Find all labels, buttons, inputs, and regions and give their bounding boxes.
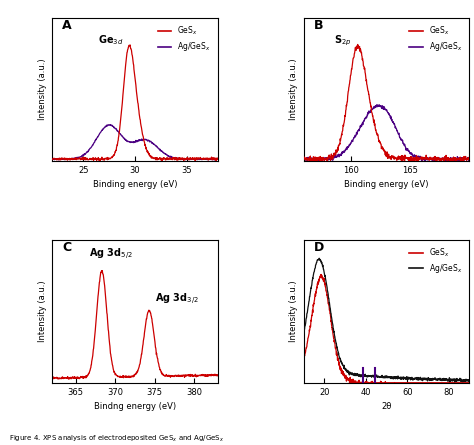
X-axis label: Binding energy (eV): Binding energy (eV)	[92, 180, 177, 189]
Y-axis label: Intensity (a.u.): Intensity (a.u.)	[37, 280, 46, 342]
Legend: GeS$_x$, Ag/GeS$_x$: GeS$_x$, Ag/GeS$_x$	[155, 22, 214, 56]
Text: Ge$_{3d}$: Ge$_{3d}$	[99, 33, 124, 47]
Text: D: D	[314, 241, 324, 254]
Legend: GeS$_x$, Ag/GeS$_x$: GeS$_x$, Ag/GeS$_x$	[406, 243, 465, 278]
Text: S$_{2p}$: S$_{2p}$	[334, 34, 351, 49]
Text: Figure 4. XPS analysis of electrodeposited GeS$_x$ and Ag/GeS$_x$: Figure 4. XPS analysis of electrodeposit…	[9, 433, 225, 444]
Text: B: B	[314, 19, 323, 32]
Y-axis label: Intensity (a.u.): Intensity (a.u.)	[289, 280, 298, 342]
Text: Ag 3d$_{3/2}$: Ag 3d$_{3/2}$	[155, 292, 199, 307]
Text: A: A	[62, 19, 72, 32]
Legend: GeS$_x$, Ag/GeS$_x$: GeS$_x$, Ag/GeS$_x$	[406, 22, 465, 56]
Text: Ag 3d$_{5/2}$: Ag 3d$_{5/2}$	[89, 247, 132, 262]
X-axis label: Binding energy (eV): Binding energy (eV)	[344, 180, 429, 189]
X-axis label: 2θ: 2θ	[381, 402, 392, 411]
X-axis label: Bindng energy (eV): Bindng energy (eV)	[94, 402, 176, 411]
Text: C: C	[62, 241, 71, 254]
Y-axis label: Intensity (a.u.): Intensity (a.u.)	[289, 59, 298, 120]
Y-axis label: Intensity (a.u.): Intensity (a.u.)	[37, 59, 46, 120]
